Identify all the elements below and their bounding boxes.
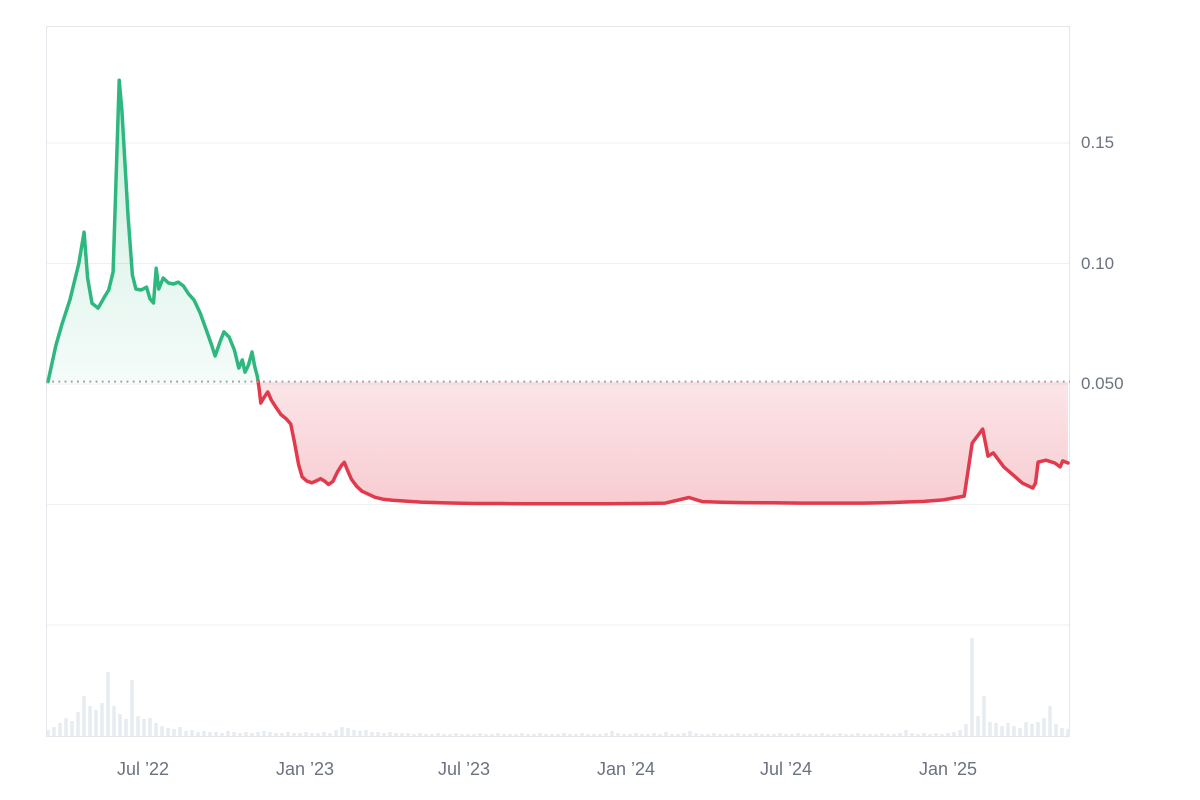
x-axis-tick-label: Jan ’23 bbox=[275, 759, 335, 779]
price-line-down bbox=[256, 379, 1070, 506]
y-axis-tick-label: 0.15 bbox=[1081, 133, 1115, 152]
x-axis-tick-label: Jan ’25 bbox=[918, 759, 978, 779]
y-axis-tick-label: 0.050 bbox=[1081, 374, 1124, 393]
y-axis-tick-label: 0.10 bbox=[1081, 253, 1115, 273]
x-axis-tick-label: Jan ’24 bbox=[596, 759, 656, 779]
volume-bars bbox=[46, 638, 1070, 736]
x-axis-tick-label: Jul ’24 bbox=[759, 759, 813, 779]
x-axis-tick-label: Jul ’22 bbox=[116, 759, 170, 779]
price-area-down bbox=[258, 381, 1069, 504]
price-line-up bbox=[46, 78, 260, 384]
x-axis-tick-label: Jul ’23 bbox=[437, 759, 491, 779]
